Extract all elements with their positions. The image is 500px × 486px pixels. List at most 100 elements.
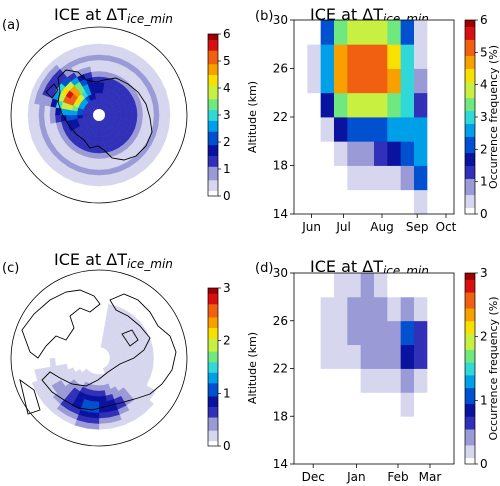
heatmap-cell bbox=[294, 320, 308, 346]
panel-c-title: ICE at ΔTice_min bbox=[54, 250, 173, 271]
heatmap-cell bbox=[440, 273, 455, 298]
map-cell bbox=[98, 313, 107, 321]
heatmap-cell bbox=[334, 320, 348, 346]
colorbar-segment bbox=[465, 416, 475, 420]
colorbar-segment bbox=[208, 55, 218, 59]
colorbar-segment bbox=[208, 388, 218, 392]
colorbar-segment bbox=[465, 123, 475, 128]
map-cell bbox=[38, 357, 45, 369]
heatmap-cell bbox=[307, 368, 322, 393]
colorbar-segment bbox=[208, 306, 218, 310]
colorbar-segment bbox=[465, 362, 475, 366]
y-tick-label: 26 bbox=[273, 62, 288, 76]
colorbar-segment bbox=[208, 298, 218, 302]
colorbar-segment bbox=[208, 332, 218, 336]
map-cell bbox=[43, 114, 51, 125]
heatmap-cell bbox=[427, 296, 442, 322]
y-tick-label: 26 bbox=[273, 314, 288, 328]
heatmap-cell bbox=[334, 416, 348, 441]
heatmap-cell bbox=[400, 392, 415, 417]
colorbar-segment bbox=[208, 133, 218, 138]
map-cell bbox=[92, 390, 100, 397]
colorbar-segment bbox=[208, 71, 218, 75]
colorbar-segment bbox=[465, 454, 475, 459]
colorbar-segment bbox=[208, 101, 218, 105]
heatmap-cell bbox=[294, 92, 308, 118]
heatmap-cell bbox=[307, 44, 322, 69]
heatmap-cell bbox=[387, 117, 402, 142]
colorbar-segment bbox=[208, 93, 218, 97]
map-cell bbox=[65, 357, 73, 364]
map-cell bbox=[147, 348, 155, 359]
heatmap-cell bbox=[427, 392, 442, 417]
map-cell bbox=[91, 313, 100, 321]
colorbar-segment bbox=[208, 372, 218, 376]
colorbar-segment bbox=[208, 136, 218, 140]
heatmap-cell bbox=[294, 416, 308, 441]
colorbar-segment bbox=[465, 120, 475, 124]
panel-d-colorbar: 0 1 2 3 Occurrence frequency (%) bbox=[464, 266, 500, 471]
map-cell bbox=[98, 308, 108, 315]
colorbar-segment bbox=[465, 126, 475, 131]
colorbar-segment bbox=[208, 293, 218, 297]
colorbar-segment bbox=[208, 36, 218, 40]
colorbar-segment bbox=[208, 432, 218, 436]
colorbar-segment bbox=[465, 159, 475, 163]
colorbar-segment bbox=[465, 45, 475, 50]
heatmap-cell bbox=[360, 92, 375, 118]
heatmap-cell bbox=[347, 344, 362, 369]
colorbar-segment bbox=[208, 190, 218, 194]
heatmap-cell bbox=[400, 117, 415, 142]
colorbar-tick-label: 6 bbox=[480, 13, 488, 27]
colorbar-segment bbox=[465, 188, 475, 192]
colorbar-segment bbox=[208, 66, 218, 70]
colorbar-segment bbox=[208, 74, 218, 78]
heatmap-cell bbox=[387, 368, 402, 393]
panel-c-north-polar-map: (c) ICE at ΔTice_min 0 1 2 3 bbox=[2, 250, 231, 453]
colorbar-segment bbox=[208, 61, 218, 65]
colorbar-segment bbox=[208, 348, 218, 352]
heatmap-cell bbox=[307, 320, 322, 346]
heatmap-cell bbox=[374, 368, 388, 393]
heatmap-cell bbox=[427, 20, 442, 45]
heatmap-cell bbox=[414, 368, 428, 393]
colorbar-segment bbox=[465, 139, 475, 144]
heatmap-cell bbox=[427, 92, 442, 118]
colorbar-segment bbox=[465, 26, 475, 31]
map-cell bbox=[94, 87, 100, 94]
colorbar-tick-label: 1 bbox=[480, 175, 488, 189]
colorbar-segment bbox=[208, 374, 218, 379]
y-tick-label: 18 bbox=[273, 159, 288, 173]
colorbar-segment bbox=[208, 367, 218, 371]
x-tick-label: Jan bbox=[346, 470, 366, 484]
x-tick-label: Jun bbox=[301, 220, 321, 234]
map-cell bbox=[38, 114, 45, 126]
heatmap-cell bbox=[320, 392, 335, 417]
colorbar-segment bbox=[465, 100, 475, 105]
x-tick-label: Oct bbox=[436, 220, 457, 234]
colorbar-segment bbox=[208, 390, 218, 394]
colorbar-segment bbox=[465, 52, 475, 57]
colorbar-segment bbox=[465, 352, 475, 357]
heatmap-cell bbox=[374, 344, 388, 369]
colorbar-segment bbox=[208, 44, 218, 48]
x-tick-label: Mar bbox=[419, 470, 442, 484]
y-tick-label: 30 bbox=[273, 266, 288, 280]
colorbar-segment bbox=[465, 333, 475, 338]
heatmap-cell bbox=[400, 189, 415, 215]
heatmap-cell bbox=[334, 20, 348, 45]
heatmap-cell bbox=[320, 296, 335, 322]
map-cell bbox=[49, 106, 56, 116]
map-cell bbox=[85, 185, 100, 193]
heatmap-cell bbox=[374, 92, 388, 118]
map-cell bbox=[94, 330, 100, 337]
colorbar-segment bbox=[465, 298, 475, 303]
colorbar-frame bbox=[207, 287, 219, 447]
heatmap-cell bbox=[440, 20, 455, 45]
map-cell bbox=[43, 348, 51, 359]
heatmap-cell bbox=[440, 392, 455, 417]
map-cell bbox=[54, 357, 62, 366]
map-cell bbox=[98, 390, 106, 397]
colorbar-segment bbox=[465, 317, 475, 322]
colorbar-segment bbox=[465, 400, 475, 405]
